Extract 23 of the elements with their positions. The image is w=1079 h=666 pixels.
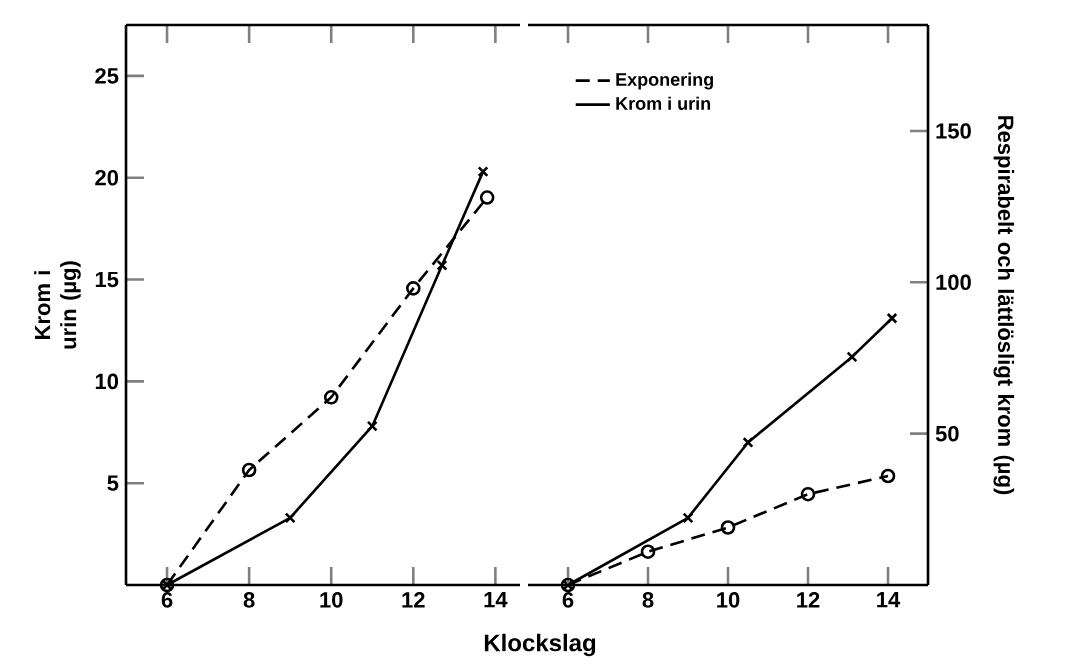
x-tick-label: 10 — [717, 592, 740, 608]
y2-axis-title: Respirabelt och lättlösligt krom (µg) — [993, 116, 1015, 495]
y-tick-label: 10 — [95, 373, 119, 390]
x-tick-label: 8 — [243, 592, 255, 608]
x-tick-label: 8 — [642, 592, 654, 608]
x-tick-label: 14 — [877, 592, 901, 608]
y-tick-label: 15 — [95, 271, 119, 288]
y-axis-title: Krom i urin (µg) — [34, 261, 81, 349]
legend-label: Krom i urin — [616, 96, 711, 110]
y-tick-label: 25 — [95, 68, 119, 84]
legend-label: Exponering — [616, 72, 713, 90]
y2-tick-label: 150 — [936, 123, 971, 139]
y-tick-label: 5 — [107, 475, 119, 491]
x-tick-label: 10 — [320, 592, 343, 608]
x-tick-label: 12 — [797, 592, 820, 608]
x-tick-label: 12 — [402, 592, 425, 608]
x-axis-title: Klockslag — [484, 633, 596, 657]
x-tick-label: 14 — [484, 592, 508, 608]
x-tick-label: 6 — [161, 592, 173, 608]
y2-tick-label: 100 — [936, 274, 971, 291]
y-tick-label: 20 — [95, 169, 119, 186]
y2-tick-label: 50 — [935, 425, 959, 442]
x-tick-label: 6 — [562, 592, 574, 608]
